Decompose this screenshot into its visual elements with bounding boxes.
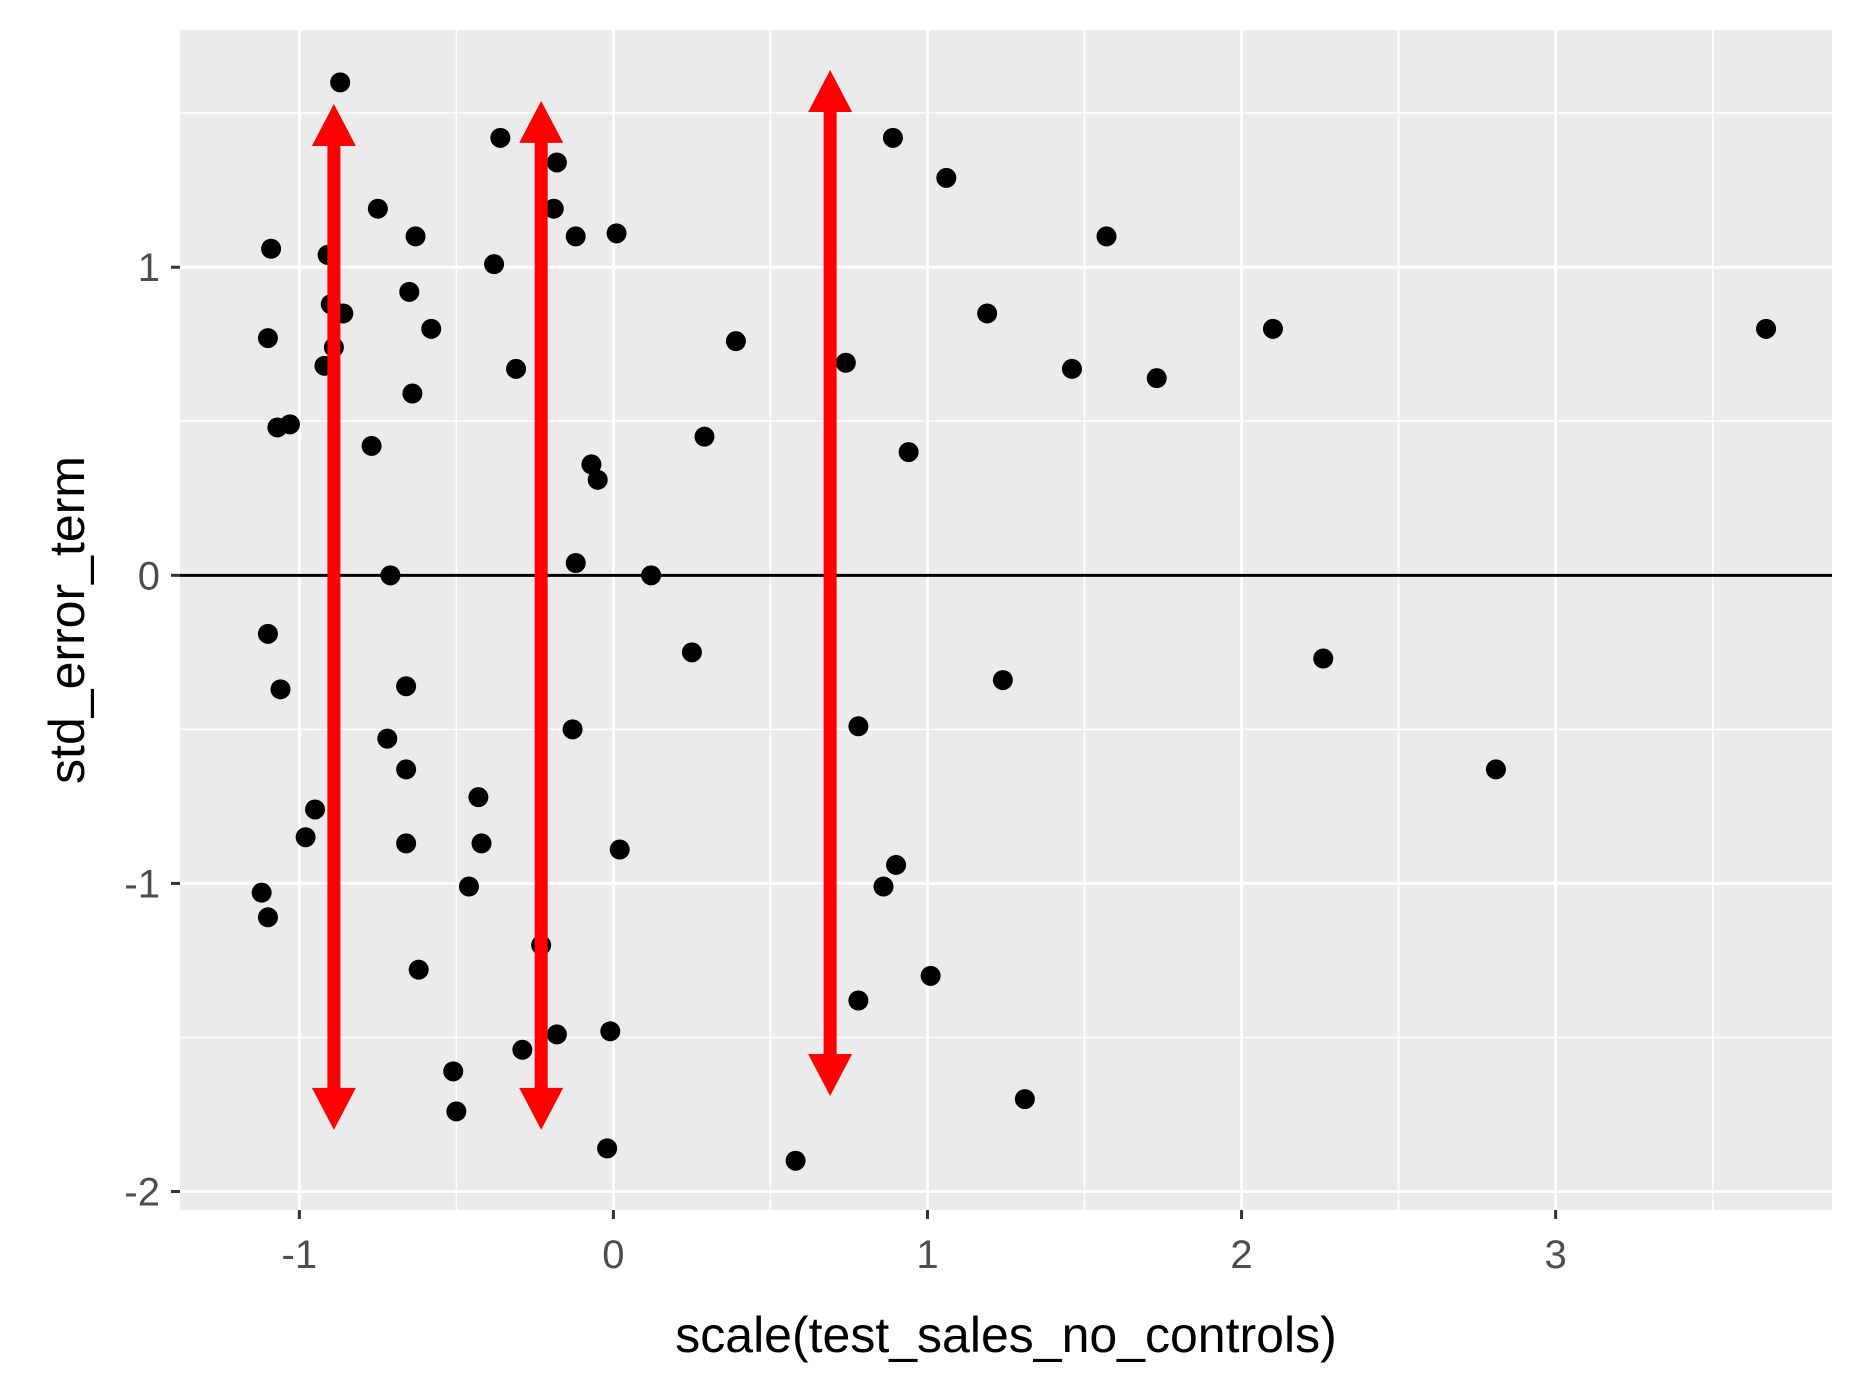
data-point xyxy=(886,854,907,875)
data-point xyxy=(367,198,388,219)
data-point xyxy=(882,127,903,148)
arrow-head-down xyxy=(311,1087,356,1130)
x-tick-label: 2 xyxy=(1230,1233,1252,1277)
arrow-head-up xyxy=(519,100,564,143)
data-point xyxy=(581,454,602,475)
data-point xyxy=(848,990,869,1011)
data-point xyxy=(396,833,417,854)
data-point xyxy=(898,442,919,463)
data-point xyxy=(408,959,429,980)
data-point xyxy=(295,827,316,848)
data-point xyxy=(1014,1089,1035,1110)
y-tick-label: -2 xyxy=(124,1171,160,1215)
data-point xyxy=(936,167,957,188)
data-point xyxy=(446,1101,467,1122)
arrow-head-down xyxy=(808,1054,853,1097)
data-point xyxy=(565,553,586,574)
data-point xyxy=(641,565,662,586)
data-point xyxy=(257,623,278,644)
data-point xyxy=(587,469,608,490)
data-point xyxy=(694,426,715,447)
y-tick-label: 0 xyxy=(138,554,160,598)
data-point xyxy=(992,670,1013,691)
data-point xyxy=(512,1039,533,1060)
data-point xyxy=(396,676,417,697)
data-point xyxy=(399,281,420,302)
data-point xyxy=(873,876,894,897)
data-point xyxy=(490,127,511,148)
data-point xyxy=(546,1024,567,1045)
data-point xyxy=(396,759,417,780)
data-point xyxy=(380,565,401,586)
data-point xyxy=(405,226,426,247)
data-point xyxy=(597,1138,618,1159)
data-point xyxy=(977,303,998,324)
x-axis: -1 0 1 2 3 xyxy=(282,1210,1567,1277)
data-point xyxy=(506,358,527,379)
double-arrow xyxy=(808,70,853,1097)
data-point xyxy=(546,152,567,173)
data-point xyxy=(305,799,326,820)
data-point xyxy=(443,1061,464,1082)
data-point xyxy=(468,787,489,808)
data-point xyxy=(257,328,278,349)
x-axis-title: scale(test_sales_no_controls) xyxy=(675,1307,1336,1363)
data-point xyxy=(279,414,300,435)
x-tick-label: 0 xyxy=(602,1233,624,1277)
data-point xyxy=(484,254,505,275)
data-point xyxy=(920,965,941,986)
double-arrow xyxy=(519,100,564,1130)
data-point xyxy=(270,679,291,700)
data-point xyxy=(257,907,278,928)
data-point xyxy=(1146,368,1167,389)
data-point xyxy=(377,728,398,749)
data-point xyxy=(835,352,856,373)
data-point xyxy=(330,72,351,93)
data-point xyxy=(1262,318,1283,339)
plot-panel xyxy=(180,30,1832,1210)
data-point xyxy=(606,223,627,244)
x-tick-label: 1 xyxy=(916,1233,938,1277)
data-point xyxy=(681,642,702,663)
data-point xyxy=(1756,318,1777,339)
data-point xyxy=(1096,226,1117,247)
y-axis: -2 -1 0 1 xyxy=(124,246,180,1215)
data-point xyxy=(1313,648,1334,669)
data-point xyxy=(261,238,282,259)
data-point xyxy=(848,716,869,737)
data-point xyxy=(458,876,479,897)
arrow-head-up xyxy=(808,70,853,113)
data-point xyxy=(361,435,382,456)
double-arrow xyxy=(311,103,356,1130)
data-point xyxy=(251,882,272,903)
data-point xyxy=(471,833,492,854)
x-tick-label: -1 xyxy=(282,1233,318,1277)
data-point xyxy=(785,1150,806,1171)
data-point xyxy=(609,839,630,860)
data-point xyxy=(402,383,423,404)
y-tick-label: -1 xyxy=(124,862,160,906)
data-point xyxy=(562,719,583,740)
annotation-arrows xyxy=(311,70,853,1130)
data-point xyxy=(600,1021,621,1042)
arrow-head-up xyxy=(311,103,356,146)
data-point xyxy=(543,198,564,219)
data-point xyxy=(565,226,586,247)
x-tick-label: 3 xyxy=(1544,1233,1566,1277)
data-point xyxy=(1485,759,1506,780)
data-point xyxy=(1061,358,1082,379)
arrow-head-down xyxy=(519,1087,564,1130)
y-tick-label: 1 xyxy=(138,246,160,290)
data-point xyxy=(421,318,442,339)
y-axis-title: std_error_term xyxy=(39,456,95,784)
data-point xyxy=(725,331,746,352)
